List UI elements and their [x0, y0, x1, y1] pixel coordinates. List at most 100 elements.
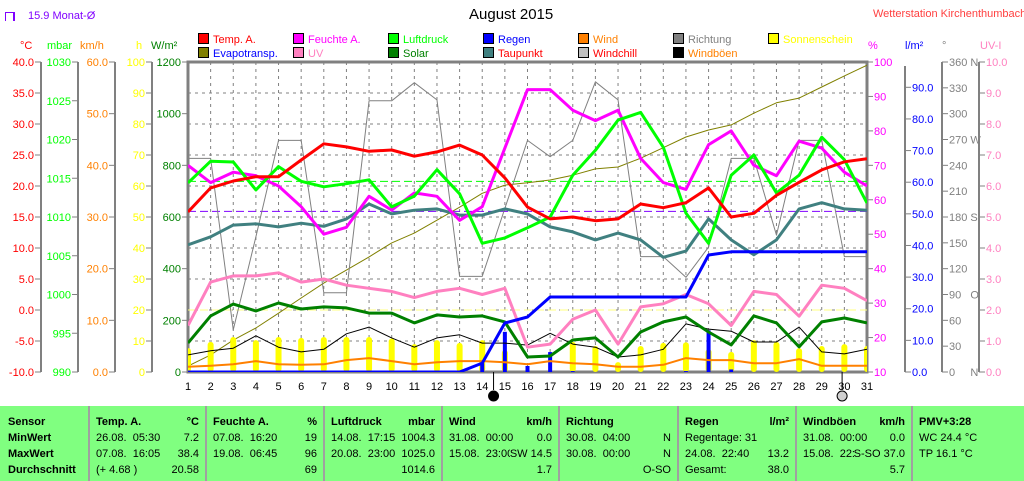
axis-tick-label: 30 [874, 298, 886, 310]
legend-swatch-icon [673, 33, 684, 44]
bar-sonnenschein [366, 336, 373, 372]
cell-value: 7.2 [183, 432, 199, 444]
axis-tick-label: 800 [163, 160, 181, 172]
bar-sonnenschein [637, 345, 644, 372]
column-title: Temp. A. [96, 416, 142, 428]
axis-tick-label: 30 [133, 274, 145, 286]
column-regen: Regen l/m² Regentage: 31 24.08. 22:40 13.2 Ge… [679, 406, 797, 481]
x-tick-label: 11 [409, 381, 420, 393]
bar-sonnenschein [592, 345, 599, 372]
legend-item-temp-a: Temp. A. [198, 33, 256, 46]
axis-tick-label: 1020 [47, 135, 71, 147]
axis-tick-label: 1030 [47, 57, 71, 69]
legend-item-windb-en: Windböen [673, 47, 738, 60]
cell-value: N [663, 432, 671, 444]
x-tick-label: 27 [770, 381, 782, 393]
axis-tick-label: 4.0 [986, 243, 1001, 255]
pmv-dewpoint: TP 16.1 °C [919, 448, 973, 460]
legend-item-wind: Wind [578, 33, 618, 46]
bar-sonnenschein [569, 341, 576, 372]
bar-sonnenschein [411, 344, 418, 372]
x-tick-label: 18 [567, 381, 579, 393]
axis-tick-label: 90 [133, 88, 145, 100]
legend-swatch-icon [388, 33, 399, 44]
legend-swatch-icon [483, 33, 494, 44]
axis-unit-lm2: l/m² [905, 40, 924, 52]
axis-tick-label: 100 [127, 57, 145, 69]
axis-tick-label: 8.0 [986, 119, 1001, 131]
axis-tick-label: 10.0 [87, 315, 108, 327]
axis-tick-label: 40.0 [13, 57, 34, 69]
sensor-header: Sensor [8, 416, 46, 428]
cell-value: 0.0 [536, 432, 552, 444]
axis-tick-label: 10.0 [13, 243, 34, 255]
legend-label: Windchill [593, 48, 638, 60]
series-line-taupunkt [188, 201, 867, 259]
x-tick-label: 19 [589, 381, 601, 393]
cell-value: O-SO [642, 464, 671, 476]
column-title: Windböen [803, 416, 857, 428]
series-line-solar [188, 301, 867, 359]
legend-item-taupunkt: Taupunkt [483, 47, 543, 60]
column-luftdruck: Luftdruck mbar 14.08. 17:15 1004.3 20.08. 23… [325, 406, 443, 481]
legend-swatch-icon [198, 47, 209, 58]
axis-tick-label: 60 [874, 195, 886, 207]
cell-timestamp: (+ 4.68 ) [96, 464, 138, 476]
bar-regen-tag [683, 371, 688, 372]
sensor-column: Sensor MinWert MaxWert Durchschnitt [0, 406, 90, 481]
series-line-richtung [188, 81, 867, 331]
cell-timestamp: 31.08. 00:00 [803, 432, 868, 444]
column-title: Richtung [566, 416, 614, 428]
new-moon-icon [488, 390, 500, 402]
legend-swatch-icon [578, 47, 589, 58]
x-tick-label: 26 [748, 381, 760, 393]
column-title: Wind [449, 416, 476, 428]
axis-tick-label: 360 N [949, 57, 978, 69]
x-tick-label: 20 [612, 381, 624, 393]
row-label-max: MaxWert [8, 448, 54, 460]
bar-sonnenschein [275, 336, 282, 372]
x-tick-label: 24 [702, 381, 714, 393]
legend-item-luftdruck: Luftdruck [388, 33, 449, 46]
x-tick-label: 21 [635, 381, 647, 393]
legend-item-sonnenschein: Sonnenschein [768, 33, 853, 46]
axis-tick-label: 60 [949, 315, 961, 327]
bar-regen-tag [502, 331, 507, 372]
axis-tick-label: 400 [163, 264, 181, 276]
legend-label: Luftdruck [403, 34, 449, 46]
cell-value: 96 [304, 448, 317, 460]
legend-swatch-icon [388, 47, 399, 58]
cell-timestamp: Regentage: 31 [685, 432, 758, 444]
cell-value: SW 14.5 [509, 446, 552, 462]
axis-tick-label: 20.0 [13, 181, 34, 193]
legend-label: UV [308, 48, 324, 60]
legend-item-regen: Regen [483, 33, 531, 46]
axis-tick-label: 6.0 [986, 181, 1001, 193]
bar-regen-tag [729, 369, 734, 372]
cell-value: 1004.3 [401, 430, 435, 446]
axis-tick-label: 2.0 [986, 305, 1001, 317]
axis-tick-label: 35.0 [13, 88, 34, 100]
bar-sonnenschein [388, 338, 395, 372]
bar-sonnenschein [188, 348, 191, 372]
legend-label: Regen [498, 34, 531, 46]
series-line-evapotransp [188, 64, 867, 367]
bar-sonnenschein [456, 342, 463, 372]
x-tick-label: 22 [657, 381, 669, 393]
column-richtung: Richtung 30.08. 04:00 N 30.08. 00:00 N O-SO [560, 406, 679, 481]
cell-timestamp: 15.08. 22:5 [803, 448, 862, 460]
legend-label: Evapotransp. [213, 48, 278, 60]
monthly-avg-marker-icon [5, 12, 15, 21]
axis-tick-label: 50 [874, 229, 886, 241]
row-label-min: MinWert [8, 432, 52, 444]
axis-tick-label: 0.0 [986, 367, 1001, 379]
legend-item-richtung: Richtung [673, 33, 731, 46]
cell-timestamp: 30.08. 04:00 [566, 432, 631, 444]
axis-unit-wm2: W/m² [151, 40, 178, 52]
cell-value: 19 [304, 432, 317, 444]
pmv-windchill: WC 24.4 °C [919, 432, 978, 444]
cell-timestamp: 20.08. 23:00 [331, 448, 396, 460]
axis-tick-label: 20 [133, 305, 145, 317]
axis-tick-label: 30.0 [912, 272, 933, 284]
axis-tick-label: 1000 [47, 290, 71, 302]
